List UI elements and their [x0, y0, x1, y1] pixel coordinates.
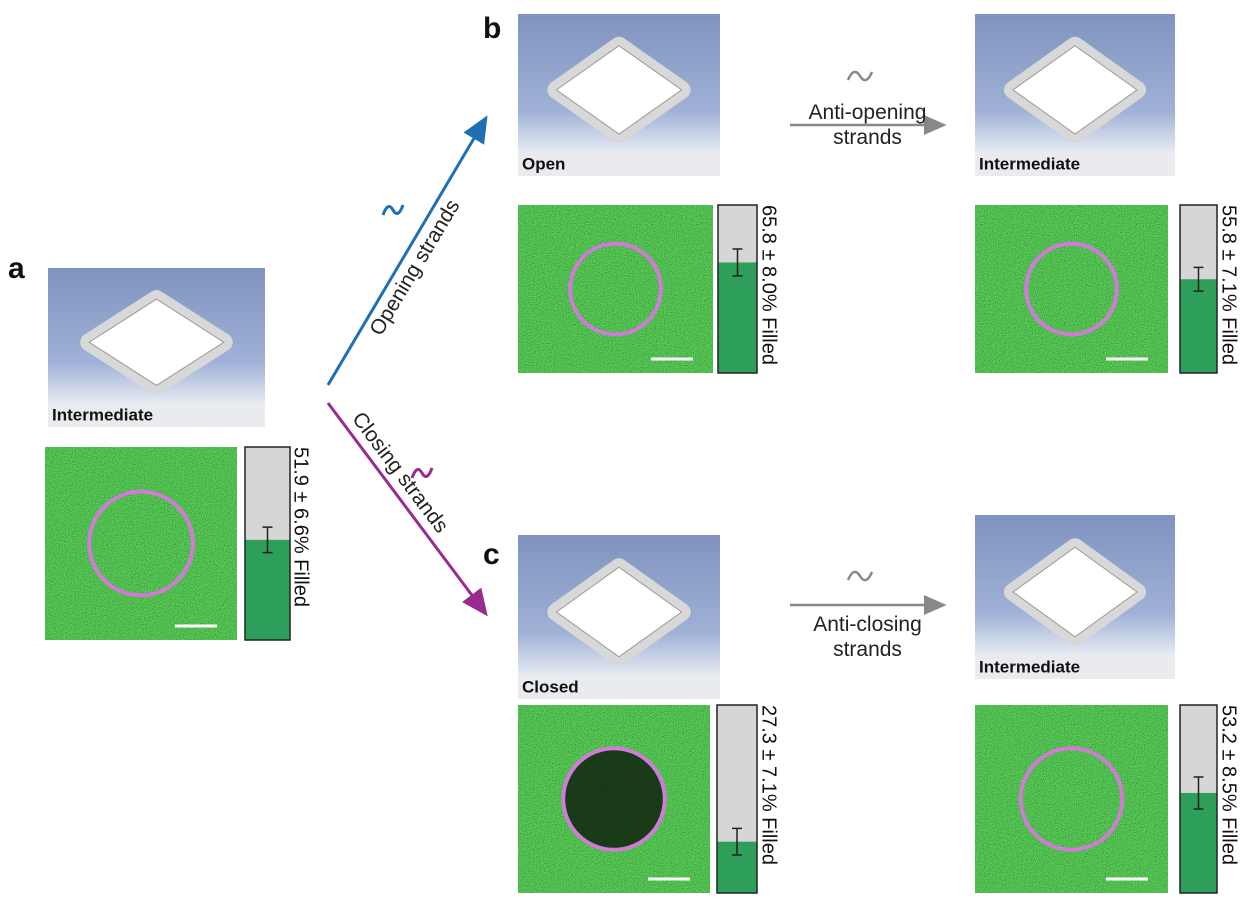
micrograph-noise	[518, 205, 713, 373]
arrow-label: Anti-opening strands	[790, 100, 945, 150]
fill-label: 65.8 ± 8.0% Filled	[758, 205, 780, 365]
arrow-label: Anti-closing strands	[790, 612, 945, 662]
strand-icon	[848, 572, 872, 580]
fill-label: 27.3 ± 7.1% Filled	[758, 705, 780, 865]
state-label: Intermediate	[979, 657, 1080, 676]
strand-icon	[848, 72, 872, 80]
micrograph-noise	[45, 447, 237, 640]
closing-arrow	[328, 403, 486, 614]
micrograph-noise	[975, 205, 1168, 373]
panel-letter: c	[483, 538, 500, 571]
state-label: Open	[522, 154, 565, 173]
opening-arrow	[328, 118, 486, 385]
fill-bar	[1180, 279, 1217, 373]
fill-label: 51.9 ± 6.6% Filled	[290, 447, 312, 607]
strand-icon	[383, 205, 403, 215]
fill-bar	[245, 540, 290, 640]
fill-label: 55.8 ± 7.1% Filled	[1218, 205, 1240, 365]
fill-bar	[718, 262, 757, 373]
panel-letter: b	[483, 12, 501, 45]
micrograph-noise	[975, 705, 1168, 893]
fill-label: 53.2 ± 8.5% Filled	[1218, 705, 1240, 865]
vesicle	[563, 748, 665, 850]
panel-letter: a	[8, 252, 25, 285]
figure-canvas: a b c Intermediate 51.9 ± 6.6% Filled Open 65.…	[0, 0, 1254, 901]
state-label: Closed	[522, 677, 579, 696]
figure: a b c Intermediate 51.9 ± 6.6% Filled Open 65.…	[0, 0, 1254, 901]
state-label: Intermediate	[52, 405, 153, 424]
state-label: Intermediate	[979, 154, 1080, 173]
